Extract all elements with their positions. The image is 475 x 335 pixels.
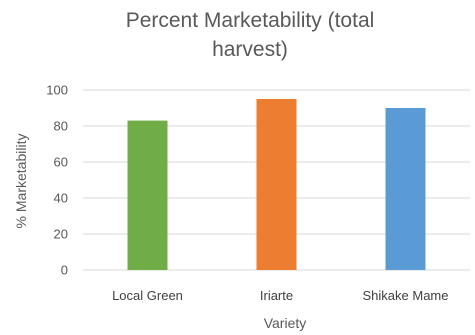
chart-title-line-2: harvest): [212, 38, 288, 61]
x-category-label: Shikake Mame: [363, 288, 449, 303]
x-category-label: Local Green: [112, 288, 183, 303]
y-tick-label: 40: [54, 191, 68, 206]
bar-shikake-mame: [385, 108, 426, 270]
bars: [127, 99, 426, 270]
y-tick-label: 0: [61, 263, 68, 278]
y-tick-label: 20: [54, 227, 68, 242]
chart-title-line-1: Percent Marketability (total: [126, 9, 375, 32]
x-axis-title: Variety: [264, 315, 307, 331]
x-category-label: Iriarte: [260, 288, 293, 303]
y-axis-title: % Marketability: [13, 134, 29, 229]
bar-iriarte: [256, 99, 297, 270]
y-tick-label: 60: [54, 155, 68, 170]
y-tick-label: 100: [46, 83, 68, 98]
x-axis-categories: Local Green Iriarte Shikake Mame: [112, 288, 448, 303]
y-tick-label: 80: [54, 119, 68, 134]
bar-local-green: [127, 120, 168, 270]
y-axis-ticks: 0 20 40 60 80 100: [46, 83, 68, 278]
